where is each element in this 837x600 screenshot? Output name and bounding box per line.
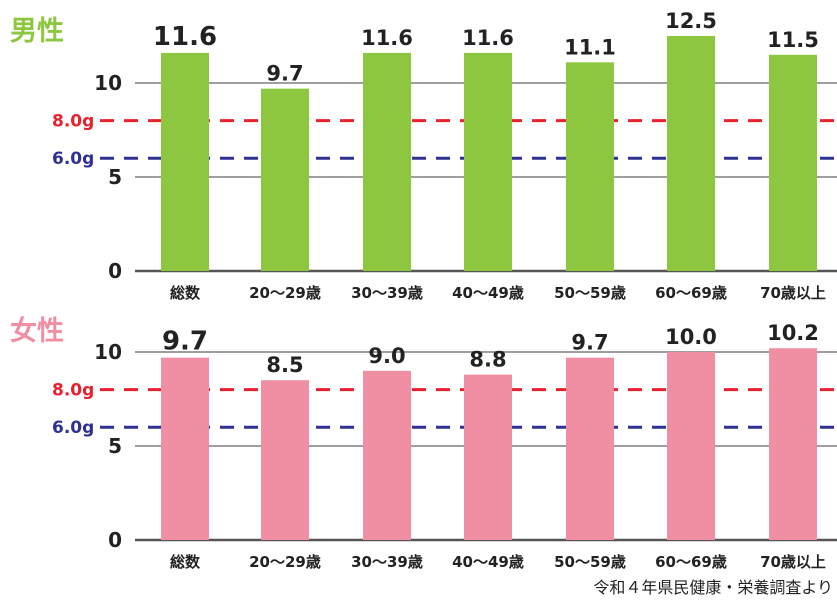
y-tick-label: 0 (108, 528, 122, 552)
x-tick-label: 50～59歳 (554, 284, 626, 302)
data-label: 11.6 (153, 22, 217, 52)
x-tick-label: 20～29歳 (249, 284, 321, 302)
y-tick-label: 0 (108, 259, 122, 283)
bar-1-6 (667, 36, 715, 271)
y-tick-label: 5 (108, 434, 122, 458)
x-tick-label: 60～69歳 (655, 284, 727, 302)
x-tick-label: 30～39歳 (351, 284, 423, 302)
y-tick-label: 10 (94, 71, 122, 95)
bar-1-2 (261, 88, 309, 271)
x-tick-label: 40～49歳 (452, 284, 524, 302)
data-label: 9.7 (266, 62, 303, 86)
y-tick-label: 10 (94, 340, 122, 364)
bar-2-7 (769, 348, 817, 540)
data-label: 12.5 (665, 9, 717, 33)
bar-1-4 (464, 52, 512, 271)
reference-line-label: 6.0g (52, 149, 94, 169)
data-label: 11.5 (767, 28, 819, 52)
x-tick-label: 総数 (170, 553, 201, 571)
bar-2-4 (464, 374, 512, 540)
x-tick-label: 30～39歳 (351, 553, 423, 571)
data-label: 8.8 (469, 348, 506, 372)
x-tick-label: 70歳以上 (760, 553, 826, 571)
reference-line-label: 8.0g (52, 112, 94, 132)
data-label: 11.6 (361, 26, 413, 50)
bar-1-3 (363, 52, 411, 271)
x-tick-label: 40～49歳 (452, 553, 524, 571)
bar-2-1 (161, 357, 209, 540)
bar-1-5 (566, 62, 614, 271)
x-tick-label: 60～69歳 (655, 553, 727, 571)
bar-2-6 (667, 352, 715, 540)
y-tick-label: 5 (108, 165, 122, 189)
panel-title-1: 男性 (10, 16, 64, 47)
bar-1-7 (769, 54, 817, 271)
data-label: 10.0 (665, 325, 717, 349)
bar-2-2 (261, 380, 309, 540)
data-label: 11.1 (564, 35, 616, 59)
bar-1-1 (161, 52, 209, 271)
data-label: 11.6 (462, 26, 514, 50)
panel-title-2: 女性 (10, 315, 64, 347)
x-tick-label: 20～29歳 (249, 553, 321, 571)
x-tick-label: 総数 (170, 284, 201, 302)
data-label: 10.2 (767, 321, 819, 345)
source-note: 令和４年県民健康・栄養調査より (593, 578, 833, 597)
data-label: 8.5 (266, 353, 303, 377)
bar-2-5 (566, 357, 614, 540)
reference-line-label: 8.0g (52, 381, 94, 401)
x-tick-label: 50～59歳 (554, 553, 626, 571)
data-label: 9.0 (368, 344, 405, 368)
bar-2-3 (363, 370, 411, 540)
reference-line-label: 6.0g (52, 418, 94, 438)
x-tick-label: 70歳以上 (760, 284, 826, 302)
data-label: 9.7 (571, 331, 608, 355)
data-label: 9.7 (162, 327, 208, 357)
